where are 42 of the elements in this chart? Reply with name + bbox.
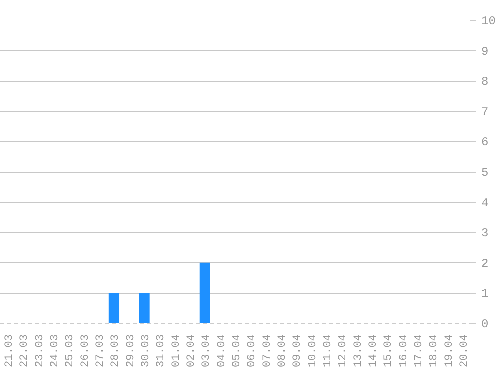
x-tick-label: 05.04: [232, 334, 244, 368]
y-tick-label: 4: [482, 196, 489, 210]
x-tick-label: 12.04: [338, 334, 350, 368]
x-tick-label: 21.03: [4, 334, 16, 368]
y-tick-label: 0: [482, 318, 489, 332]
x-tick-label: 07.04: [262, 334, 274, 368]
x-tick-label: 09.04: [292, 334, 304, 368]
x-tick-label: 23.03: [34, 334, 46, 368]
y-tick-label: 8: [482, 75, 489, 90]
x-tick-label: 22.03: [19, 334, 32, 368]
x-tick-label: 25.03: [64, 334, 77, 368]
y-tick-label: 7: [482, 105, 489, 120]
y-tick-label: 5: [482, 166, 489, 180]
x-tick-label: 02.04: [186, 334, 198, 368]
x-tick-label: 08.04: [276, 334, 289, 368]
x-tick-label: 18.04: [428, 334, 441, 368]
x-tick-label: 14.04: [368, 334, 380, 368]
x-tick-label: 20.04: [458, 334, 471, 368]
x-tick-label: 15.04: [383, 334, 396, 368]
x-tick-label: 24.03: [50, 334, 62, 368]
x-tick-label: 26.03: [80, 334, 92, 368]
x-tick-label: 01.04: [170, 334, 183, 368]
x-tick-label: 19.04: [444, 334, 456, 368]
y-tick-label: 10: [482, 14, 496, 28]
x-tick-label: 10.04: [307, 334, 320, 368]
x-tick-label: 27.03: [95, 334, 108, 368]
y-tick-label: 3: [482, 226, 489, 241]
y-tick-label: 6: [482, 136, 489, 150]
x-tick-label: 06.04: [246, 334, 259, 368]
y-tick-label: 9: [482, 44, 489, 59]
x-tick-label: 17.04: [413, 334, 426, 368]
x-tick-label: 31.03: [156, 334, 168, 368]
x-tick-label: 16.04: [398, 334, 410, 368]
x-tick-label: 13.04: [352, 334, 365, 368]
y-tick-label: 2: [482, 256, 489, 271]
x-tick-label: 28.03: [110, 334, 122, 368]
x-tick-label: 29.03: [125, 334, 138, 368]
x-tick-label: 04.04: [216, 334, 228, 368]
x-tick-label: 03.04: [201, 334, 214, 368]
x-tick-label: 11.04: [322, 334, 334, 368]
y-tick-label: 1: [482, 287, 489, 302]
x-tick-label: 30.03: [140, 334, 153, 368]
